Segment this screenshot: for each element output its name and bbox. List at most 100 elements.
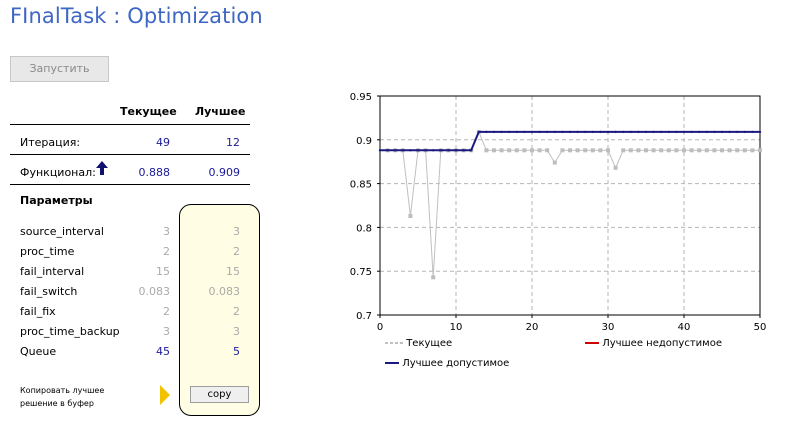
- series-best-feasible-point: [500, 130, 503, 134]
- legend-current-text: Текущее: [406, 338, 453, 349]
- series-best-feasible-point: [758, 130, 762, 134]
- arrow-up-icon: [96, 161, 108, 175]
- series-best-feasible-point: [378, 149, 382, 152]
- series-best-feasible-point: [553, 130, 556, 134]
- series-current-point: [621, 148, 626, 153]
- series-current-point: [659, 148, 664, 153]
- series-best-feasible-point: [462, 149, 465, 152]
- param-name: fail_interval: [20, 265, 85, 278]
- series-current-point: [674, 148, 679, 153]
- series-best-feasible-point: [743, 130, 746, 134]
- table-divider: [10, 154, 250, 155]
- series-best-feasible-point: [675, 130, 678, 134]
- param-current: 45: [156, 345, 170, 358]
- series-current-point: [499, 148, 504, 153]
- param-current: 3: [163, 225, 170, 238]
- param-current: 3: [163, 325, 170, 338]
- x-tick-label: 40: [678, 322, 691, 333]
- copy-label: Копировать лучшее решение в буфер: [20, 384, 104, 410]
- series-best-feasible-point: [652, 130, 655, 134]
- table-divider: [10, 124, 250, 125]
- series-best-feasible-point: [546, 130, 549, 134]
- series-current-point: [750, 148, 755, 153]
- iteration-label: Итерация:: [20, 136, 81, 149]
- series-best-feasible-point: [523, 130, 526, 134]
- series-current-point: [530, 148, 534, 153]
- param-best: 2: [233, 305, 240, 318]
- series-best-feasible-point: [530, 130, 534, 134]
- series-current-point: [682, 148, 686, 153]
- series-best-feasible-point: [561, 130, 564, 134]
- y-tick-label: 0.8: [356, 223, 372, 234]
- series-current-point: [644, 148, 648, 153]
- col-best-header: Лучшее: [195, 105, 246, 118]
- param-best: 0.083: [208, 285, 241, 298]
- series-best-feasible-line: [380, 130, 760, 152]
- series-best-feasible-point: [409, 149, 412, 152]
- y-tick-label: 0.95: [350, 92, 372, 103]
- series-best-feasible-point: [644, 130, 648, 134]
- series-current-point: [545, 148, 550, 153]
- series-best-feasible-point: [416, 149, 420, 152]
- run-button[interactable]: Запустить: [10, 56, 109, 82]
- param-name: proc_time_backup: [20, 325, 120, 338]
- series-current-point: [689, 148, 694, 153]
- copy-label-line1: Копировать лучшее: [20, 386, 105, 395]
- plot-area: [379, 95, 761, 316]
- series-best-feasible-point: [584, 130, 587, 134]
- functional-current: 0.888: [138, 166, 171, 179]
- param-best: 2: [233, 245, 240, 258]
- series-best-feasible-point: [713, 130, 716, 134]
- x-tick-label: 0: [377, 322, 383, 333]
- col-current-header: Текущее: [120, 105, 177, 118]
- series-best-feasible-point: [690, 130, 693, 134]
- series-current-point: [735, 148, 740, 153]
- series-current-point: [636, 148, 641, 153]
- triangle-right-icon: [160, 385, 170, 405]
- series-best-feasible-point: [660, 130, 663, 134]
- series-best-feasible-point: [508, 130, 511, 134]
- x-tick-label: 10: [450, 322, 463, 333]
- param-current: 15: [156, 265, 170, 278]
- series-best-feasible-point: [728, 130, 731, 134]
- series-current-point: [704, 148, 709, 153]
- series-best-feasible-point: [485, 130, 488, 134]
- series-best-feasible-point: [538, 130, 541, 134]
- series-best-feasible-point: [568, 130, 572, 134]
- series-current-point: [408, 214, 413, 219]
- series-best-feasible-point: [614, 130, 617, 134]
- series-current-point: [613, 165, 618, 170]
- series-current-point: [606, 148, 610, 153]
- series-current-line: [387, 130, 760, 278]
- series-best-feasible-point: [447, 149, 450, 152]
- copy-label-line2: решение в буфер: [20, 399, 94, 408]
- series-best-feasible-point: [439, 149, 442, 152]
- series-current-point: [568, 148, 572, 153]
- series-current-point: [507, 148, 512, 153]
- series-best-feasible-point: [720, 130, 724, 134]
- series-current-point: [727, 148, 732, 153]
- series-current-point: [598, 148, 603, 153]
- series-best-feasible-point: [394, 149, 397, 152]
- series-current-point: [712, 148, 717, 153]
- params-title: Параметры: [20, 194, 93, 207]
- x-tick-label: 30: [602, 322, 615, 333]
- y-tick-label: 0.9: [356, 136, 372, 147]
- series-current-point: [522, 148, 527, 153]
- param-name: Queue: [20, 345, 57, 358]
- y-tick-label: 0.7: [356, 311, 372, 322]
- legend-best-feasible: Лучшее допустимое: [385, 358, 509, 369]
- series-best-feasible-point: [432, 149, 435, 152]
- series-best-feasible-point: [591, 130, 594, 134]
- copy-button[interactable]: copy: [190, 386, 249, 403]
- legend-best-infeasible-text: Лучшее недопустимое: [602, 338, 722, 349]
- table-divider: [10, 184, 250, 185]
- series-best-feasible-point: [637, 130, 640, 134]
- series-best-feasible-point: [576, 130, 579, 134]
- series-best-feasible-point: [599, 130, 602, 134]
- series-current-point: [720, 148, 724, 153]
- series-current-point: [628, 148, 633, 153]
- param-name: source_interval: [20, 225, 104, 238]
- functional-best: 0.909: [208, 166, 241, 179]
- legend-best-feasible-text: Лучшее допустимое: [402, 358, 510, 369]
